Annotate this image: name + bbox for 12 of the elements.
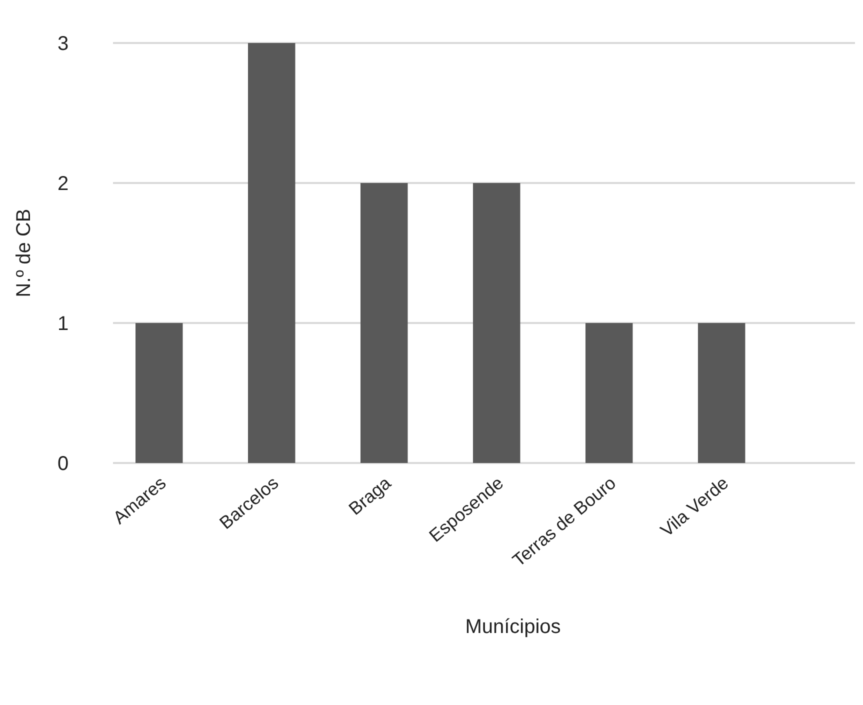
bar: [472, 183, 520, 463]
bar: [136, 323, 183, 463]
x-axis-title: Munícipios: [465, 616, 561, 638]
y-axis-title: N.º de CB: [13, 208, 35, 298]
bar: [248, 43, 296, 463]
bar: [360, 183, 408, 463]
y-tick-label: 0: [57, 453, 69, 475]
y-tick-label: 2: [57, 173, 69, 195]
y-tick-label: 1: [57, 313, 69, 335]
bar: [585, 323, 633, 463]
y-tick-label: 3: [57, 33, 69, 55]
bar: [698, 323, 746, 463]
